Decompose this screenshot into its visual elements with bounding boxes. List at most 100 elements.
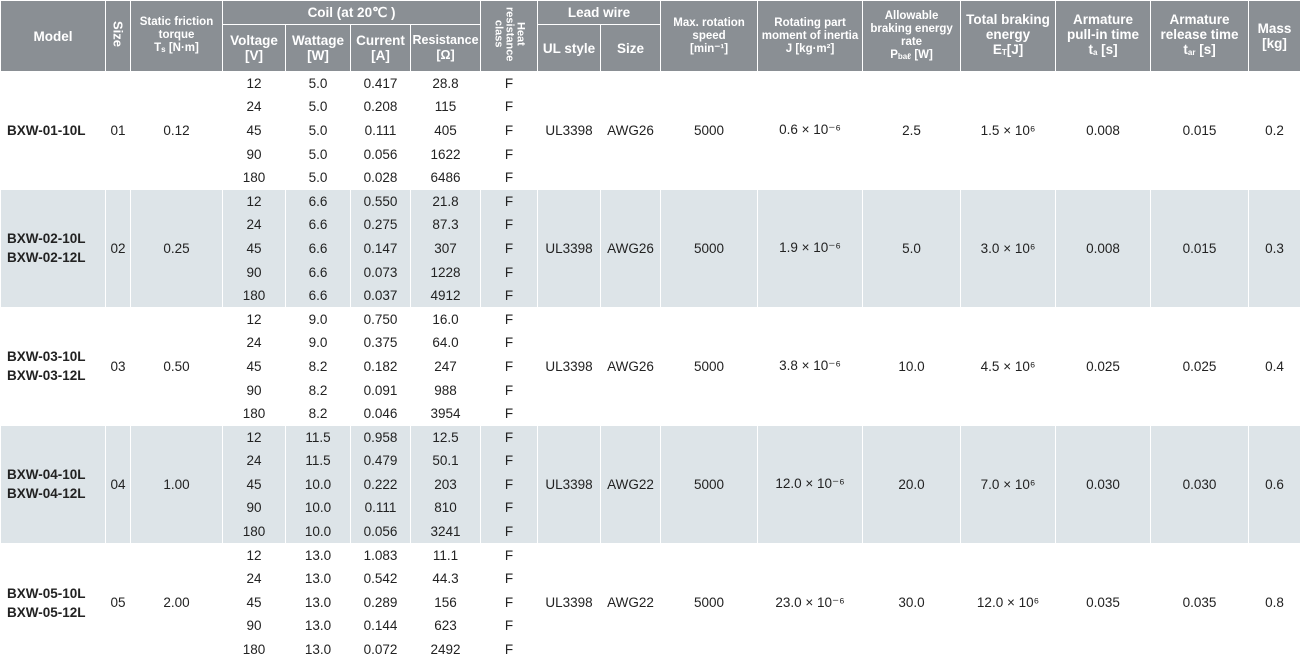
coil-cell: 13.0 <box>285 542 351 567</box>
header-text: Allowable braking energy rate <box>870 9 953 48</box>
coil-cell: 13.0 <box>285 637 351 662</box>
inertia-cell: 3.8 × 10⁻⁶ <box>757 306 864 426</box>
awg-cell: AWG26 <box>600 188 662 308</box>
header-text: Max. rotation speed <box>673 16 745 42</box>
table-row: 24 5.0 0.208 115 F <box>1 95 1301 119</box>
coil-cell: 45 <box>222 118 286 143</box>
coil-cell: F <box>480 213 539 237</box>
release-cell: 0.015 <box>1150 71 1250 190</box>
header-text: [A] <box>371 48 390 64</box>
coil-cell: 0.046 <box>350 401 411 426</box>
coil-cell: 0.091 <box>350 378 411 402</box>
coil-cell: 8.2 <box>285 354 351 379</box>
coil-cell: 44.3 <box>409 566 482 591</box>
table-row: 45 10.0 0.222 203 F <box>1 472 1301 497</box>
coil-cell: F <box>480 118 539 143</box>
header-cell: Voltage [V] <box>222 24 286 72</box>
coil-cell: F <box>480 449 539 473</box>
coil-cell: 13.0 <box>285 614 351 638</box>
coil-cell: 12 <box>222 71 286 96</box>
coil-cell: 180 <box>222 637 286 662</box>
mass-cell: 0.4 <box>1248 306 1302 426</box>
header-cell: Model <box>0 0 106 72</box>
header-cell: Wattage [W] <box>285 24 351 72</box>
coil-cell: 156 <box>409 590 482 615</box>
coil-cell: 50.1 <box>409 449 482 473</box>
energy-cell: 1.5 × 10⁶ <box>960 71 1057 190</box>
coil-cell: 988 <box>409 378 482 402</box>
header-text: s <box>161 45 166 54</box>
coil-cell: 8.2 <box>285 378 351 402</box>
coil-cell: 5.0 <box>285 95 351 119</box>
coil-cell: 11.5 <box>285 424 351 449</box>
coil-cell: 1.083 <box>350 542 411 567</box>
coil-cell: 90 <box>222 378 286 402</box>
energy-cell: 7.0 × 10⁶ <box>960 424 1057 544</box>
inertia-cell: 12.0 × 10⁻⁶ <box>757 424 864 544</box>
coil-cell: F <box>480 566 539 591</box>
model-name: BXW-05-12L <box>7 604 86 620</box>
header-text: Total braking energy <box>966 12 1050 42</box>
table-row: 90 5.0 0.056 1622 F <box>1 142 1301 166</box>
coil-cell: 4912 <box>409 283 482 308</box>
coil-cell: 12.5 <box>409 424 482 449</box>
coil-cell: 1622 <box>409 142 482 166</box>
size-cell: 03 <box>105 306 131 426</box>
ul-cell: UL3398 <box>537 306 602 426</box>
coil-cell: 0.037 <box>350 283 411 308</box>
table-body: BXW-01-10L 01 0.12 12 5.0 0.417 28.8 F UL3398 AWG… <box>0 71 1302 662</box>
header-cell: Max. rotation speed [min⁻¹] <box>660 0 759 72</box>
coil-cell: F <box>480 542 539 567</box>
coil-cell: 180 <box>222 165 286 190</box>
coil-cell: 0.111 <box>350 118 411 143</box>
coil-cell: 6.6 <box>285 213 351 237</box>
coil-cell: 0.375 <box>350 331 411 355</box>
coil-cell: 623 <box>409 614 482 638</box>
coil-cell: F <box>480 306 539 332</box>
header-text: [J] <box>1006 42 1024 57</box>
coil-cell: 6.6 <box>285 260 351 284</box>
inertia-cell: 1.9 × 10⁻⁶ <box>757 188 864 308</box>
mass-cell: 0.3 <box>1248 188 1302 308</box>
header-text: [W] <box>914 48 933 61</box>
coil-cell: 24 <box>222 449 286 473</box>
size-cell: 04 <box>105 424 131 544</box>
coil-cell: 0.222 <box>350 472 411 497</box>
header-text: [kg] <box>1262 36 1287 51</box>
coil-cell: F <box>480 354 539 379</box>
coil-cell: 0.056 <box>350 142 411 166</box>
model-name: BXW-04-10L <box>7 467 86 483</box>
speed-cell: 5000 <box>660 188 759 308</box>
rate-cell: 20.0 <box>862 424 962 544</box>
inertia-cell: 0.6 × 10⁻⁶ <box>757 71 864 190</box>
release-cell: 0.025 <box>1150 306 1250 426</box>
coil-cell: 12 <box>222 424 286 449</box>
model-name: BXW-01-10L <box>7 122 86 138</box>
model-cell: BXW-03-10L BXW-03-12L <box>0 306 106 426</box>
speed-cell: 5000 <box>660 71 759 190</box>
header-cell: Resistance [Ω] <box>409 24 482 72</box>
table-row: 24 13.0 0.542 44.3 F <box>1 566 1301 591</box>
coil-cell: 12 <box>222 306 286 332</box>
rate-cell: 5.0 <box>862 188 962 308</box>
header-text: Static friction torque <box>139 16 214 41</box>
torque-cell: 0.25 <box>130 188 223 308</box>
awg-cell: AWG26 <box>600 306 662 426</box>
coil-cell: 10.0 <box>285 472 351 497</box>
coil-cell: 45 <box>222 472 286 497</box>
coil-cell: F <box>480 331 539 355</box>
coil-cell: F <box>480 95 539 119</box>
model-name: BXW-02-10L <box>7 231 86 247</box>
coil-cell: F <box>480 401 539 426</box>
table-row: 24 11.5 0.479 50.1 F <box>1 449 1301 473</box>
coil-cell: 10.0 <box>285 496 351 520</box>
model-name: BXW-03-10L <box>7 349 86 365</box>
header-text: P <box>890 48 898 61</box>
header-text: Armature pull-in time <box>1067 12 1140 42</box>
coil-cell: 11.5 <box>285 449 351 473</box>
header-text: Resistance <box>412 33 479 48</box>
coil-cell: F <box>480 472 539 497</box>
speed-cell: 5000 <box>660 542 759 662</box>
coil-cell: F <box>480 236 539 261</box>
table-row: 180 10.0 0.056 3241 F <box>1 519 1301 544</box>
